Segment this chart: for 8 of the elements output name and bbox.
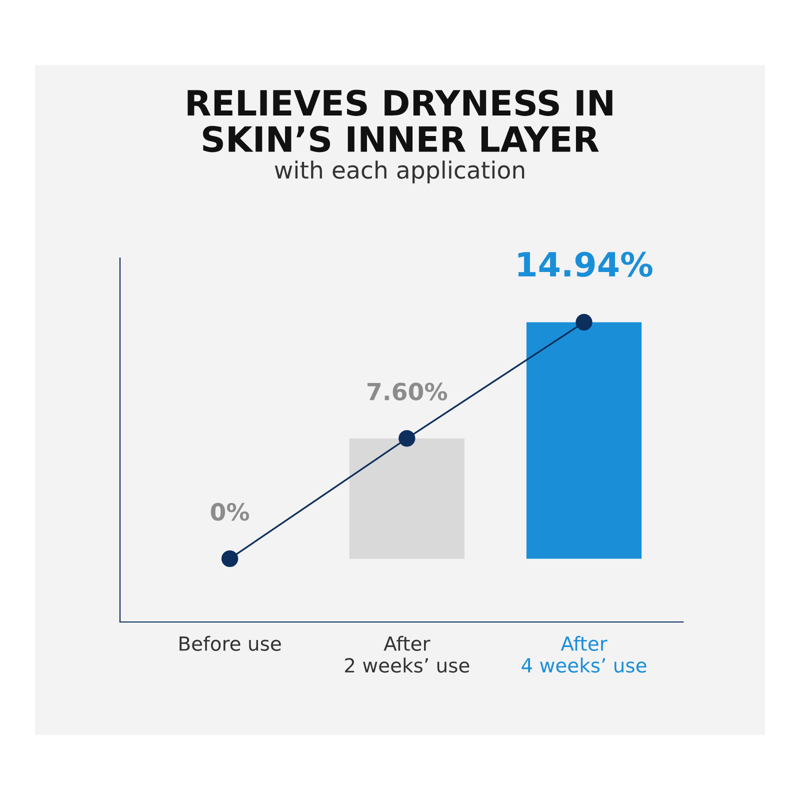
x-tick-label: After 4 weeks’ use bbox=[522, 636, 646, 673]
data-label: 7.60% bbox=[368, 382, 448, 401]
x-tick-label: Before use bbox=[180, 636, 281, 651]
data-label: 0% bbox=[210, 502, 250, 521]
data-label: 14.94% bbox=[518, 252, 652, 277]
x-tick-label: After 2 weeks’ use bbox=[345, 636, 470, 673]
chart-title: RELIEVES DRYNESS IN SKIN’S INNER LAYER bbox=[188, 90, 612, 152]
chart-subtitle: with each application bbox=[274, 160, 524, 184]
